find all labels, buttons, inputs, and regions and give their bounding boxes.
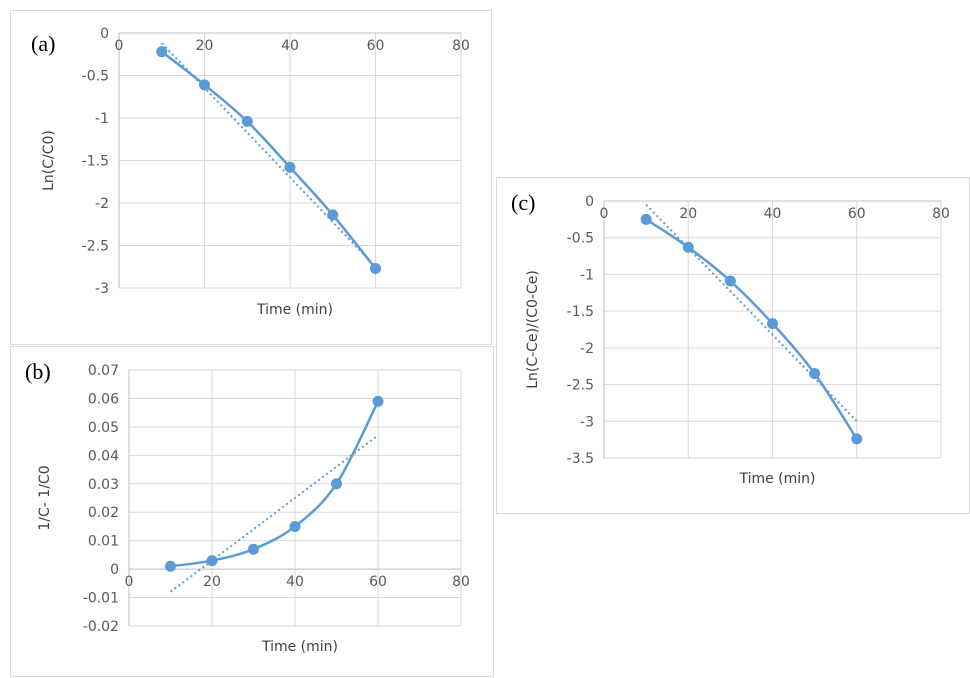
x-axis-title: Time (min) [261,639,338,655]
data-point [640,213,652,225]
x-tick-label: 0 [125,574,134,590]
x-tick-label: 40 [286,574,304,590]
x-tick-label: 20 [203,574,221,590]
data-point [809,368,821,380]
data-point [327,209,339,221]
data-point [284,161,296,173]
y-tick-label: -1 [580,267,594,283]
x-tick-label: 0 [600,206,609,222]
series-line [645,218,858,440]
data-point [289,520,301,532]
y-tick-label: -0.5 [567,231,594,247]
data-point [156,46,168,58]
x-tick-label: 80 [932,206,950,222]
chart-panel-a: 0 -0.5 -1 -1.5 -2 -2.5 -3 0 20 40 60 80 Time (min) Ln… [10,10,492,345]
trendline [169,434,379,593]
y-tick-label: -2 [95,196,109,212]
y-tick-label: -3 [95,281,109,297]
y-tick-label: -2.5 [82,239,109,255]
x-tick-label: 40 [281,38,299,54]
y-tick-label: -2 [580,341,594,357]
y-tick-label: 0.02 [88,505,119,521]
y-tick-label: -3.5 [567,451,594,467]
y-tick-label: -2.5 [567,378,594,394]
chart-a-svg: 0 -0.5 -1 -1.5 -2 -2.5 -3 0 20 40 60 80 Time (min) Ln… [31,26,470,318]
x-tick-label: 40 [764,206,782,222]
panel-label: (c) [511,190,535,215]
x-tick-label: 20 [196,38,214,54]
chart-panel-c: 0 -0.5 -1 -1.5 -2 -2.5 -3 -3.5 0 20 40 60 80 Time (mi… [496,177,970,514]
x-tick-label: 80 [452,574,470,590]
x-tick-label: 20 [679,206,697,222]
y-tick-label: 0.03 [88,477,119,493]
panel-label: (b) [25,359,51,384]
chart-b-svg: 0.07 0.06 0.05 0.04 0.03 0.02 0.01 0 -0.01 -0.02 0… [25,359,470,655]
data-point [248,543,259,555]
x-tick-label: 60 [369,574,387,590]
y-tick-label: 0 [110,562,119,578]
y-tick-label: 0.04 [88,448,119,464]
data-point [767,318,778,330]
panel-label: (a) [31,31,55,56]
x-tick-label: 80 [452,38,470,54]
data-point [372,395,384,407]
data-point [165,560,176,572]
y-tick-label: -0.5 [82,69,109,85]
x-axis-title: Time (min) [738,471,815,487]
x-tick-label: 60 [848,206,866,222]
x-tick-label: 60 [367,38,385,54]
data-point [206,555,218,567]
y-tick-label: 0.01 [88,534,119,550]
y-tick-label: -0.01 [83,591,119,607]
y-axis-title: Ln(C-Ce)/(C0-Ce) [525,270,541,389]
data-point [851,433,863,445]
data-point [241,115,253,127]
x-axis-title: Time (min) [256,302,333,318]
y-tick-label: 0 [100,26,109,42]
y-axis-title: Ln(C/C0) [41,130,57,191]
y-tick-label: -1.5 [82,154,109,170]
y-axis-title: 1/C- 1/C0 [37,465,53,530]
chart-panel-b: 0.07 0.06 0.05 0.04 0.03 0.02 0.01 0 -0.01 -0.02 0… [10,346,494,677]
data-point [370,262,381,274]
y-tick-label: -3 [580,414,594,430]
y-tick-label: 0.06 [88,391,119,407]
y-tick-label: -1.5 [567,304,594,320]
y-tick-label: 0 [585,194,594,210]
data-point [682,241,694,253]
y-tick-label: -1 [95,111,109,127]
y-tick-label: 0.07 [88,363,119,379]
data-point [724,275,736,287]
data-point [331,478,342,490]
y-tick-label: 0.05 [88,420,119,436]
x-tick-label: 0 [115,38,124,54]
data-point [199,79,210,91]
chart-c-svg: 0 -0.5 -1 -1.5 -2 -2.5 -3 -3.5 0 20 40 60 80 Time (mi… [511,190,950,487]
y-tick-label: -0.02 [83,619,119,635]
